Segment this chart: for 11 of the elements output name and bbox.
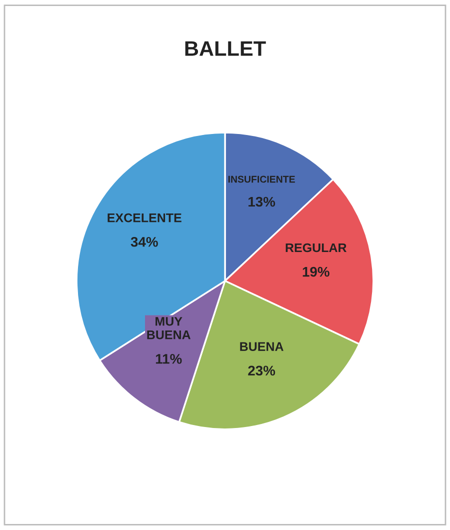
data-label: 19% [302,266,330,277]
data-label: 11% [156,354,182,364]
chart-title: BALLET [185,41,266,56]
data-label: 13% [248,196,276,207]
slice-label: EXCELENTE [108,213,182,222]
slice-label: MUY BUENA [147,317,190,340]
slice-label: REGULAR [286,243,347,252]
data-label: 34% [130,236,158,247]
slice-label: BUENA [240,342,284,351]
data-label: 23% [248,366,276,376]
slice-label: INSUFICIENTE [228,176,295,183]
